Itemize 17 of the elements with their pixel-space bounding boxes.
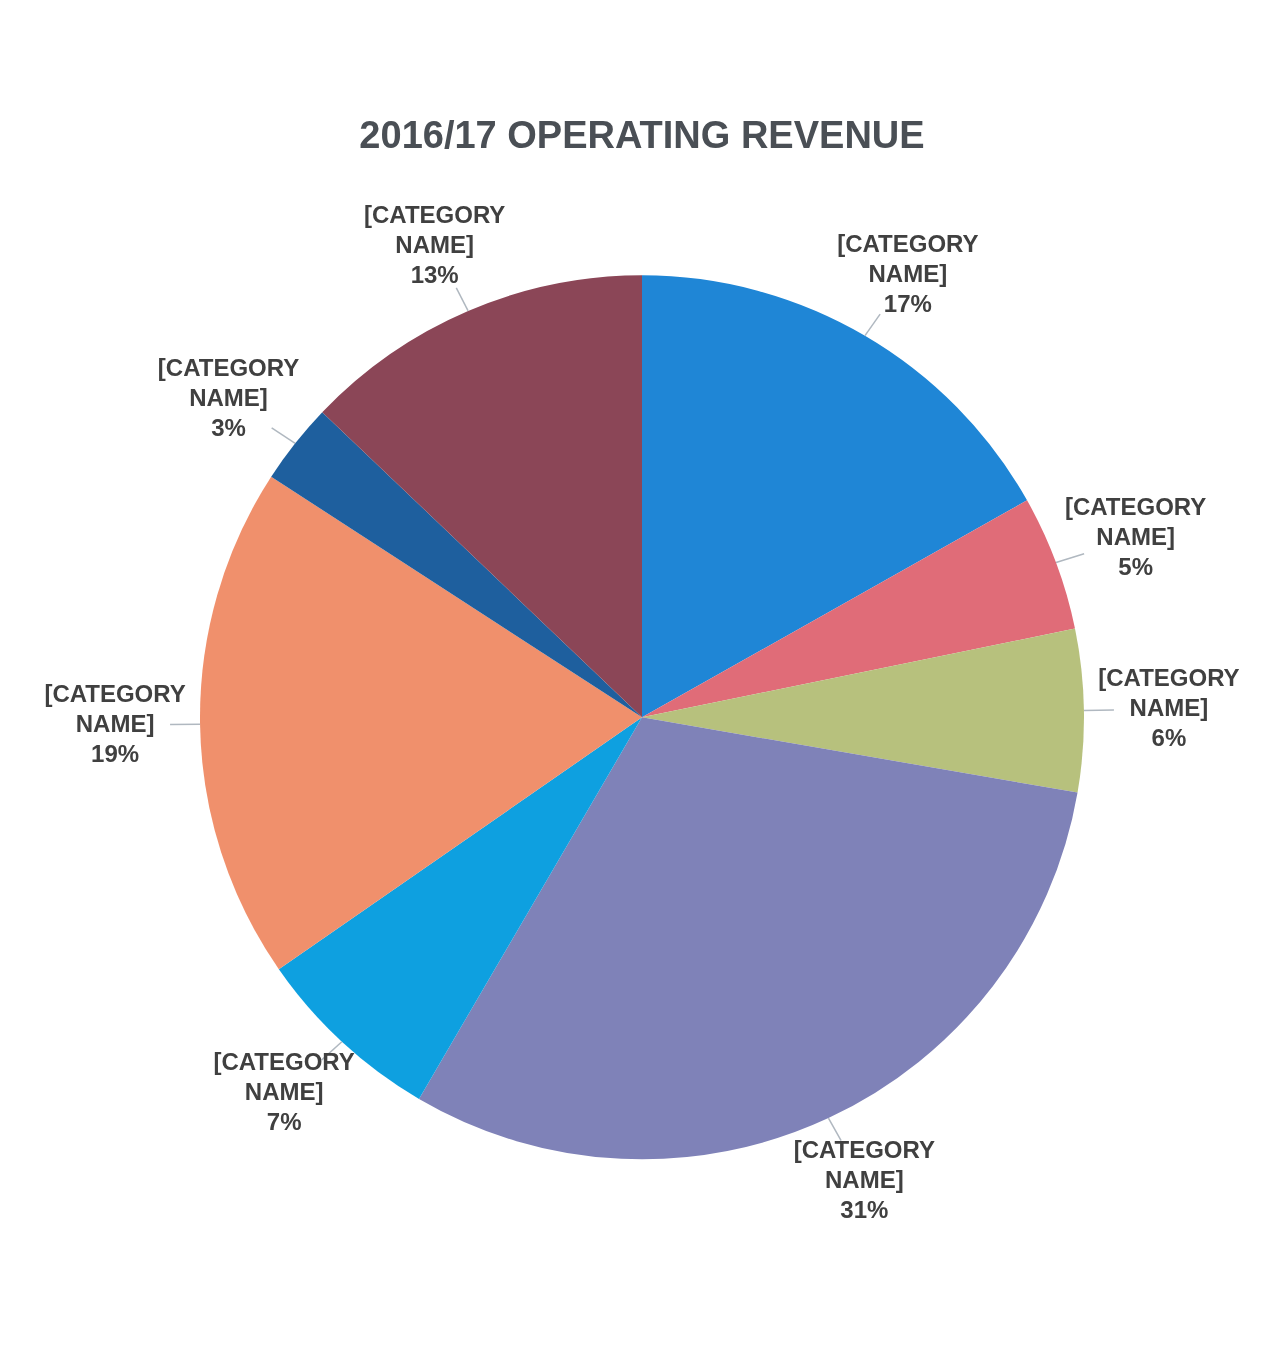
data-label: 19% [91, 739, 140, 767]
slice-label: [CATEGORY NAME] [837, 229, 979, 287]
slice-label: [CATEGORY NAME] [213, 1047, 355, 1105]
chart-title: 2016/17 OPERATING REVENUE [359, 114, 925, 157]
data-label: 13% [410, 261, 459, 289]
slice-label: [CATEGORY NAME] [44, 679, 186, 737]
data-label: 17% [883, 289, 932, 317]
data-label: 7% [266, 1107, 302, 1135]
slice-label: [CATEGORY NAME] [157, 354, 300, 412]
slice-label: [CATEGORY NAME] [1064, 492, 1207, 550]
slice-label: [CATEGORY NAME] [793, 1136, 935, 1194]
slice-label: [CATEGORY NAME] [1098, 663, 1240, 721]
data-label: 5% [1118, 552, 1153, 580]
data-label: 3% [211, 414, 246, 442]
data-label: 6% [1151, 723, 1187, 751]
slice-label: [CATEGORY NAME] [364, 201, 506, 259]
data-label: 31% [840, 1196, 889, 1224]
